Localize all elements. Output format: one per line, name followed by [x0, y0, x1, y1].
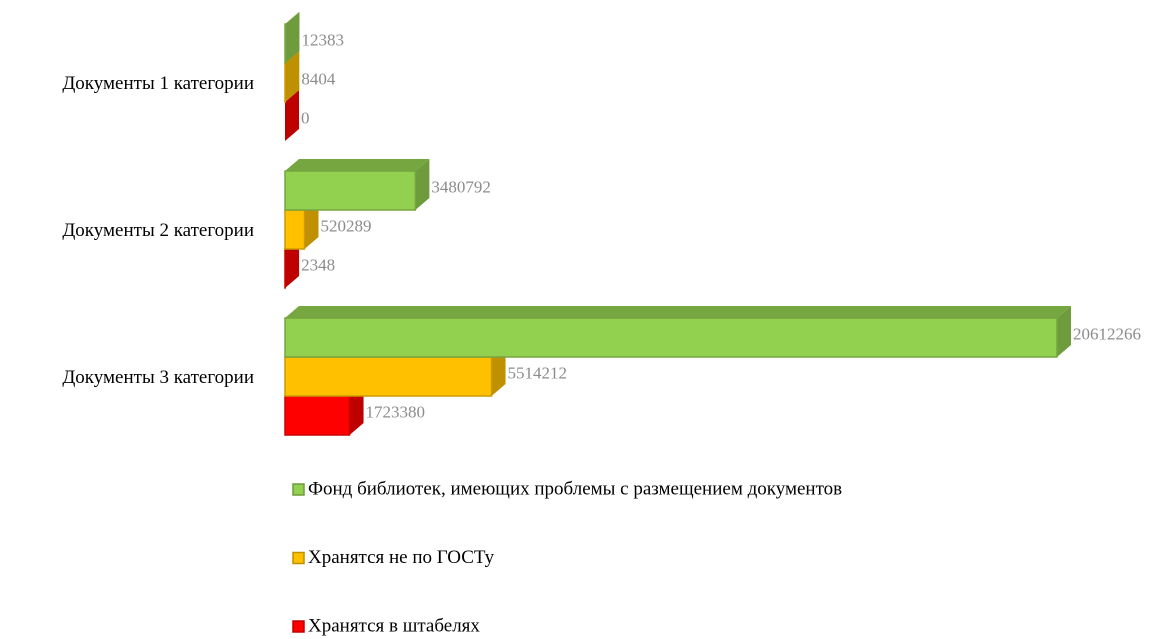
bar — [284, 170, 417, 211]
category-label: Документы 3 категории — [62, 367, 254, 388]
legend-swatch — [292, 551, 305, 565]
bar — [284, 209, 306, 250]
value-label: 520289 — [320, 216, 371, 235]
value-label: 8404 — [301, 69, 336, 88]
bar-top — [285, 306, 1071, 318]
bar-side — [285, 51, 300, 102]
value-label: 12383 — [301, 30, 344, 49]
value-label: 2348 — [301, 255, 335, 274]
legend-label: Хранятся в штабелях — [308, 615, 480, 636]
bar-top — [285, 12, 300, 24]
bar-top — [285, 159, 430, 171]
bar — [284, 317, 1058, 358]
bar — [284, 356, 493, 397]
value-label: 20612266 — [1073, 324, 1141, 343]
bar-side — [285, 12, 300, 63]
bar-side — [415, 159, 430, 210]
value-label: 0 — [301, 108, 310, 127]
value-label: 5514212 — [508, 363, 568, 382]
category-label: Документы 1 категории — [62, 73, 254, 94]
bar-side — [1057, 306, 1071, 357]
legend-label: Хранятся не по ГОСТу — [308, 547, 495, 568]
legend-swatch — [292, 620, 305, 633]
bar — [284, 395, 351, 436]
legend-swatch — [292, 483, 305, 496]
bar-side — [285, 90, 299, 141]
value-label: 1723380 — [366, 402, 426, 421]
category-label: Документы 2 категории — [62, 220, 254, 241]
legend-label: Фонд библиотек, имеющих проблемы с разме… — [308, 478, 842, 499]
value-label: 3480792 — [431, 177, 491, 196]
